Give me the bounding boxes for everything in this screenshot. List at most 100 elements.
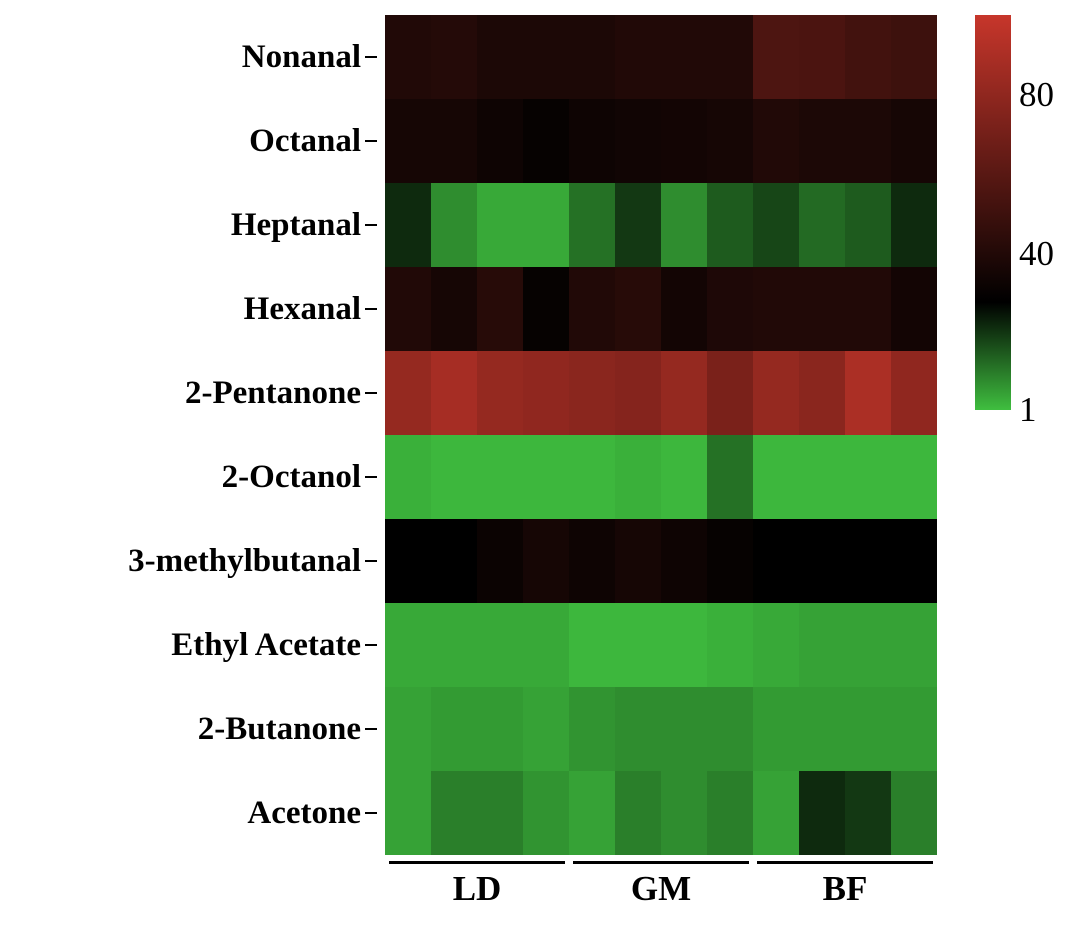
colorbar-gradient [975,15,1011,410]
heatmap-cell [431,183,477,267]
heatmap-cell [477,603,523,687]
heatmap-cell [431,99,477,183]
heatmap-cell [385,183,431,267]
heatmap-cell [615,183,661,267]
heatmap-cell [523,687,569,771]
heatmap-cell [569,267,615,351]
heatmap-cell [753,15,799,99]
heatmap-cell [891,183,937,267]
heatmap-cell [799,267,845,351]
heatmap-cell [707,603,753,687]
x-underline [573,861,749,864]
heatmap-cell [523,771,569,855]
y-label-hexanal: Hexanal [244,267,385,351]
y-tick [365,140,377,142]
heatmap-cell [569,603,615,687]
heatmap-cell [661,99,707,183]
colorbar: 80401 [975,15,1011,410]
heatmap-cell [569,99,615,183]
y-label-text: 2-Octanol [222,461,361,494]
heatmap-cell [891,519,937,603]
heatmap-cell [523,99,569,183]
y-tick [365,392,377,394]
heatmap-cell [707,267,753,351]
heatmap-cell [891,687,937,771]
y-label-2-pentanone: 2-Pentanone [185,351,385,435]
heatmap-cell [477,183,523,267]
heatmap-cell [477,435,523,519]
heatmap-cell [615,771,661,855]
heatmap-cell [523,351,569,435]
heatmap-cell [891,603,937,687]
heatmap-cell [431,687,477,771]
heatmap-cell [707,99,753,183]
colorbar-tick: 80 [1019,75,1054,115]
heatmap-cell [523,519,569,603]
heatmap-cell [845,687,891,771]
heatmap-cell [707,519,753,603]
heatmap-cell [523,267,569,351]
y-label-text: Ethyl Acetate [171,629,361,662]
heatmap-cell [615,99,661,183]
heatmap-cell [799,519,845,603]
heatmap-cell [707,15,753,99]
heatmap-cell [477,15,523,99]
y-label-2-butanone: 2-Butanone [198,687,385,771]
y-tick [365,56,377,58]
heatmap-cell [661,267,707,351]
heatmap-cell [385,687,431,771]
heatmap-cell [385,267,431,351]
x-underline [757,861,933,864]
heatmap-cell [385,603,431,687]
heatmap-cell [845,603,891,687]
colorbar-tick: 1 [1019,390,1037,430]
heatmap-cell [707,771,753,855]
heatmap-cell [431,15,477,99]
heatmap-cell [753,351,799,435]
heatmap-cell [799,183,845,267]
x-label-ld: LD [389,869,565,909]
heatmap-cell [661,15,707,99]
heatmap-cell [569,183,615,267]
heatmap-cell [799,435,845,519]
y-label-text: Octanal [249,125,361,158]
heatmap-cell [569,771,615,855]
heatmap-cell [661,183,707,267]
y-label-heptanal: Heptanal [231,183,385,267]
heatmap-cell [385,99,431,183]
heatmap-cell [661,603,707,687]
y-tick [365,308,377,310]
y-label-octanal: Octanal [249,99,385,183]
heatmap-cell [615,435,661,519]
heatmap-cell [753,519,799,603]
heatmap-cell [431,771,477,855]
y-label-text: Acetone [247,797,361,830]
y-tick [365,560,377,562]
heatmap-cell [845,771,891,855]
heatmap-cell [661,351,707,435]
heatmap-cell [569,15,615,99]
y-label-acetone: Acetone [247,771,385,855]
x-label-bf: BF [757,869,933,909]
y-label-text: 3-methylbutanal [128,545,361,578]
heatmap-cell [799,603,845,687]
x-label-gm: GM [573,869,749,909]
heatmap-cell [661,435,707,519]
heatmap-cell [385,351,431,435]
heatmap-cell [891,771,937,855]
x-axis-groups: LDGMBF [385,861,937,921]
heatmap-cell [615,267,661,351]
heatmap-cell [615,15,661,99]
heatmap-cell [753,267,799,351]
y-tick [365,812,377,814]
heatmap-cell [799,771,845,855]
heatmap-cell [615,603,661,687]
heatmap-cell [477,267,523,351]
heatmap-cell [477,99,523,183]
y-label-text: 2-Butanone [198,713,361,746]
heatmap-cell [753,435,799,519]
colorbar-tick: 40 [1019,234,1054,274]
x-underline [389,861,565,864]
y-label-text: Nonanal [242,41,361,74]
heatmap-cell [891,267,937,351]
